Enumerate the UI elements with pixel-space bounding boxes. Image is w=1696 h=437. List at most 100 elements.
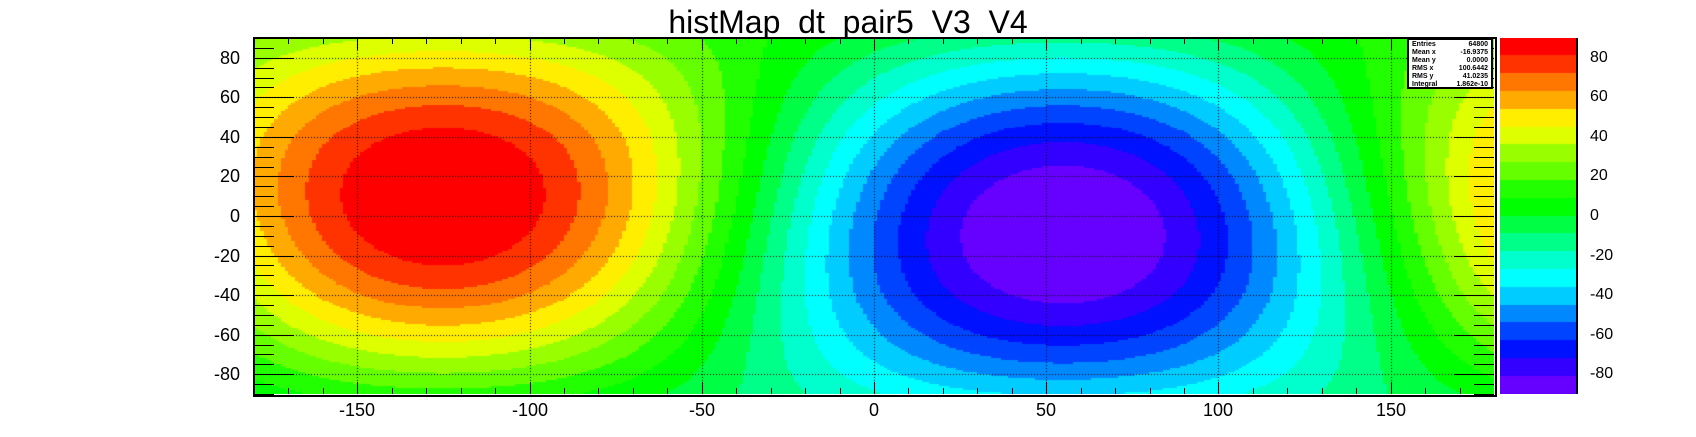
x-major-tick-top [1391, 38, 1392, 50]
stats-label: Mean x [1412, 49, 1436, 56]
y-minor-tick-right [1474, 345, 1494, 346]
x-minor-tick [840, 388, 841, 394]
y-major-tick [254, 137, 294, 138]
y-minor-tick-right [1474, 394, 1494, 395]
palette-tick-label: -60 [1590, 326, 1614, 343]
y-minor-tick [254, 354, 274, 355]
x-minor-tick-top [1115, 38, 1116, 44]
x-minor-tick [1081, 388, 1082, 394]
y-major-tick-right [1454, 97, 1494, 98]
x-minor-tick [1287, 388, 1288, 394]
x-minor-tick [1356, 388, 1357, 394]
y-minor-tick-right [1474, 325, 1494, 326]
y-major-tick [254, 256, 294, 257]
y-minor-tick-right [1474, 275, 1494, 276]
y-minor-tick [254, 285, 274, 286]
x-minor-tick [771, 388, 772, 394]
y-major-tick-right [1454, 176, 1494, 177]
stats-row-mean-x: Mean x -16.9375 [1412, 49, 1488, 57]
y-minor-tick [254, 107, 274, 108]
x-minor-tick-top [1150, 38, 1151, 44]
y-tick-label: -60 [213, 325, 240, 345]
x-minor-tick-top [908, 38, 909, 44]
x-minor-tick [495, 388, 496, 394]
y-minor-tick-right [1474, 107, 1494, 108]
x-major-tick [874, 382, 875, 394]
x-major-tick-top [1046, 38, 1047, 50]
x-minor-tick-top [805, 38, 806, 44]
y-tick-label: -20 [213, 246, 240, 266]
stats-row-mean-y: Mean y 0.0000 [1412, 57, 1488, 65]
x-minor-tick-top [1184, 38, 1185, 44]
x-minor-tick-top [323, 38, 324, 44]
x-minor-tick-top [495, 38, 496, 44]
x-minor-tick [1253, 388, 1254, 394]
y-minor-tick-right [1474, 305, 1494, 306]
stats-label: Mean y [1412, 57, 1436, 64]
palette-tick-label: 0 [1590, 207, 1599, 224]
y-major-tick-right [1454, 374, 1494, 375]
y-minor-tick [254, 364, 274, 365]
x-minor-tick [1322, 388, 1323, 394]
y-minor-tick [254, 167, 274, 168]
y-minor-tick [254, 315, 274, 316]
x-major-tick [1391, 382, 1392, 394]
y-tick-label: 40 [219, 127, 240, 147]
x-major-tick [530, 382, 531, 394]
x-minor-tick-top [1356, 38, 1357, 44]
y-major-tick [254, 216, 294, 217]
x-major-tick-top [702, 38, 703, 50]
x-major-tick [702, 382, 703, 394]
x-minor-tick-top [736, 38, 737, 44]
y-major-tick [254, 335, 294, 336]
y-minor-tick [254, 236, 274, 237]
x-minor-tick [943, 388, 944, 394]
y-minor-tick-right [1474, 196, 1494, 197]
x-minor-tick [1115, 388, 1116, 394]
x-minor-tick [564, 388, 565, 394]
y-tick-label: -80 [213, 364, 240, 384]
palette-tick-label: 20 [1590, 167, 1608, 184]
y-major-tick-right [1454, 295, 1494, 296]
y-minor-tick-right [1474, 157, 1494, 158]
x-tick-label: 50 [1035, 400, 1057, 420]
stats-label: Entries [1412, 41, 1436, 48]
x-major-tick [1046, 382, 1047, 394]
palette-tick-label: -40 [1590, 286, 1614, 303]
y-minor-tick [254, 384, 274, 385]
y-minor-tick [254, 305, 274, 306]
x-tick-label: -150 [338, 400, 376, 420]
y-minor-tick [254, 226, 274, 227]
x-minor-tick [461, 388, 462, 394]
x-minor-tick [736, 388, 737, 394]
y-minor-tick [254, 147, 274, 148]
stats-value: 1.862e-10 [1456, 81, 1488, 88]
x-minor-tick [426, 388, 427, 394]
y-major-tick [254, 176, 294, 177]
y-major-tick-right [1454, 137, 1494, 138]
x-minor-tick [908, 388, 909, 394]
x-minor-tick [1184, 388, 1185, 394]
y-tick-label: 0 [229, 206, 240, 226]
x-minor-tick [598, 388, 599, 394]
x-major-tick [1218, 382, 1219, 394]
y-minor-tick [254, 196, 274, 197]
y-major-tick [254, 97, 294, 98]
stats-value: -16.9375 [1460, 49, 1488, 56]
y-minor-tick [254, 157, 274, 158]
x-major-tick [357, 382, 358, 394]
x-minor-tick-top [840, 38, 841, 44]
y-minor-tick [254, 265, 274, 266]
x-major-tick-top [874, 38, 875, 50]
color-palette-bar [1500, 38, 1577, 394]
x-minor-tick-top [943, 38, 944, 44]
x-minor-tick-top [667, 38, 668, 44]
stats-value: 41.0235 [1462, 73, 1488, 80]
y-minor-tick-right [1474, 236, 1494, 237]
x-tick-label: -50 [688, 400, 715, 420]
y-minor-tick [254, 275, 274, 276]
stats-value: 0.0000 [1466, 57, 1488, 64]
x-minor-tick-top [633, 38, 634, 44]
y-major-tick-right [1454, 256, 1494, 257]
stats-row-integral: Integral 1.862e-10 [1412, 81, 1488, 89]
